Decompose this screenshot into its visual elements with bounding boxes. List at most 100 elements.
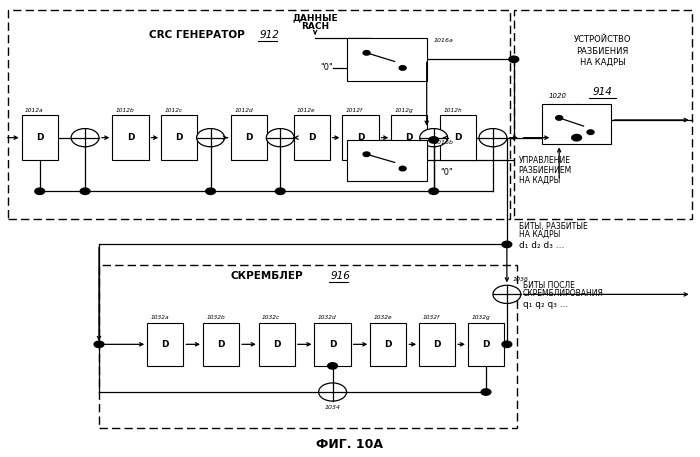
Circle shape — [318, 383, 346, 401]
Circle shape — [556, 116, 563, 120]
Bar — [147, 323, 183, 366]
Bar — [22, 115, 58, 160]
Text: 1012g: 1012g — [395, 108, 414, 113]
Bar — [468, 323, 504, 366]
Text: УПРАВЛЕНИЕ: УПРАВЛЕНИЕ — [519, 156, 570, 165]
Circle shape — [197, 128, 225, 147]
Bar — [161, 115, 197, 160]
Text: БИТЫ, РАЗБИТЫЕ: БИТЫ, РАЗБИТЫЕ — [519, 222, 587, 231]
Text: СКРЕМБЛИРОВАНИЯ: СКРЕМБЛИРОВАНИЯ — [523, 289, 604, 298]
Text: 1032g: 1032g — [471, 315, 490, 320]
Text: 1032b: 1032b — [206, 315, 225, 320]
Text: 912: 912 — [260, 31, 279, 41]
Bar — [514, 11, 692, 219]
Text: "0": "0" — [440, 168, 454, 177]
Text: 1016b: 1016b — [434, 140, 454, 145]
Text: 1036: 1036 — [512, 276, 528, 282]
Bar — [112, 115, 148, 160]
Circle shape — [275, 188, 285, 194]
Circle shape — [502, 341, 512, 347]
Text: СКРЕМБЛЕР: СКРЕМБЛЕР — [230, 271, 302, 281]
Text: 1012e: 1012e — [297, 108, 316, 113]
Bar — [346, 38, 427, 81]
Text: D: D — [273, 340, 281, 349]
Text: D: D — [176, 133, 183, 142]
Text: 1032d: 1032d — [318, 315, 337, 320]
Circle shape — [94, 341, 104, 347]
Bar — [542, 104, 612, 144]
Text: D: D — [127, 133, 134, 142]
Text: 1016а: 1016а — [434, 38, 454, 43]
Circle shape — [363, 152, 370, 156]
Text: НА КАДРЫ: НА КАДРЫ — [519, 175, 560, 184]
Text: q₁ q₂ q₃ ...: q₁ q₂ q₃ ... — [523, 300, 568, 309]
Text: 1012a: 1012a — [25, 108, 43, 113]
Text: D: D — [357, 133, 364, 142]
Bar — [203, 323, 239, 366]
Circle shape — [328, 363, 337, 369]
Text: НА КАДРЫ: НА КАДРЫ — [519, 230, 560, 239]
Circle shape — [71, 128, 99, 147]
Bar — [259, 323, 295, 366]
Circle shape — [206, 188, 216, 194]
Text: D: D — [308, 133, 316, 142]
Circle shape — [509, 56, 519, 63]
Circle shape — [35, 188, 45, 194]
Bar — [99, 265, 517, 428]
Circle shape — [429, 137, 438, 143]
Text: D: D — [217, 340, 225, 349]
Text: D: D — [482, 340, 490, 349]
Circle shape — [572, 134, 582, 141]
Bar — [293, 115, 330, 160]
Text: D: D — [329, 340, 336, 349]
Text: РАЗБИЕНИЕМ: РАЗБИЕНИЕМ — [519, 166, 572, 175]
Circle shape — [479, 128, 507, 147]
Text: 1032e: 1032e — [374, 315, 392, 320]
Text: 1012f: 1012f — [346, 108, 363, 113]
Text: D: D — [162, 340, 169, 349]
Circle shape — [429, 188, 438, 194]
Bar — [231, 115, 267, 160]
Text: D: D — [454, 133, 462, 142]
Text: ФИГ. 10А: ФИГ. 10А — [316, 438, 384, 451]
Bar — [314, 323, 351, 366]
Text: УСТРОЙСТВО
РАЗБИЕНИЯ
НА КАДРЫ: УСТРОЙСТВО РАЗБИЕНИЯ НА КАДРЫ — [573, 36, 631, 67]
Circle shape — [399, 66, 406, 70]
Text: D: D — [245, 133, 253, 142]
Text: 916: 916 — [330, 271, 351, 281]
Text: D: D — [405, 133, 413, 142]
Circle shape — [587, 130, 594, 134]
Bar — [440, 115, 476, 160]
Text: CRC ГЕНЕРАТОР: CRC ГЕНЕРАТОР — [148, 31, 244, 41]
Bar — [8, 11, 510, 219]
Text: D: D — [433, 340, 441, 349]
Circle shape — [420, 128, 447, 147]
Bar — [391, 115, 428, 160]
Bar — [370, 323, 407, 366]
Bar — [342, 115, 379, 160]
Text: БИТЫ ПОСЛЕ: БИТЫ ПОСЛЕ — [523, 281, 575, 290]
Text: 1012h: 1012h — [443, 108, 462, 113]
Text: 1012b: 1012b — [116, 108, 134, 113]
Text: 914: 914 — [592, 87, 612, 97]
Text: 1032a: 1032a — [150, 315, 169, 320]
Text: RACH: RACH — [301, 22, 329, 31]
Text: D: D — [384, 340, 392, 349]
Text: "0": "0" — [320, 64, 332, 72]
Text: 1034: 1034 — [325, 405, 341, 410]
Text: 1020: 1020 — [549, 93, 567, 99]
Text: ДАННЫЕ: ДАННЫЕ — [293, 13, 338, 22]
Text: 1012d: 1012d — [234, 108, 253, 113]
Bar — [419, 323, 455, 366]
Text: 1032c: 1032c — [262, 315, 281, 320]
Circle shape — [493, 285, 521, 303]
Text: D: D — [36, 133, 43, 142]
Bar — [346, 140, 427, 181]
Circle shape — [481, 389, 491, 395]
Circle shape — [266, 128, 294, 147]
Circle shape — [363, 51, 370, 55]
Text: 1032f: 1032f — [423, 315, 440, 320]
Text: 1012c: 1012c — [164, 108, 183, 113]
Circle shape — [502, 241, 512, 248]
Circle shape — [80, 188, 90, 194]
